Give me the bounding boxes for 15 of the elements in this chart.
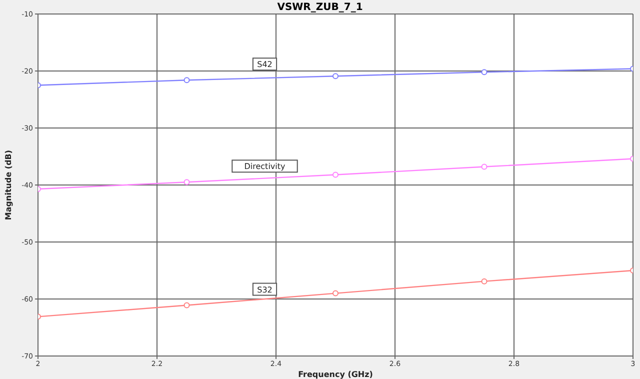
point [332,73,338,80]
chart-title: VSWR_ZUB_7_1 [277,2,363,13]
point [184,302,190,308]
point [332,290,338,296]
point [481,69,488,76]
series-label: S42 [257,60,272,70]
point [481,164,488,170]
point [481,278,488,284]
x-axis-title: Frequency (GHz) [298,370,373,379]
point [332,172,338,178]
y-axis-title: Magnitude (dB) [4,150,13,220]
point [184,77,190,84]
series-label: S32 [257,285,272,294]
series-label: Directivity [244,162,286,172]
point [184,179,190,186]
